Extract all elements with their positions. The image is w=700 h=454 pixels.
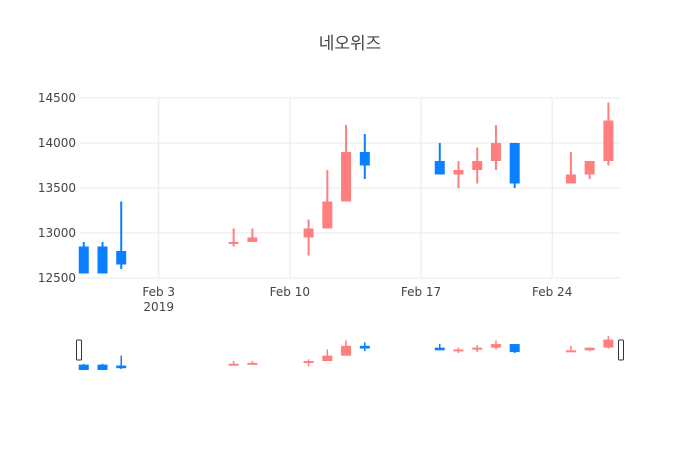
slider-candle-body [303, 361, 314, 364]
candle [472, 147, 483, 184]
slider-candle [322, 349, 333, 362]
y-tick-label: 14500 [38, 91, 76, 105]
candle-body [509, 143, 520, 184]
candle-body [359, 152, 370, 166]
slider-candle [78, 363, 89, 370]
slider-candle [472, 344, 483, 353]
candle-body [584, 161, 595, 175]
candle-body [303, 228, 314, 238]
slider-candle-body [565, 350, 576, 353]
candle-body [490, 143, 501, 161]
slider-candle-body [472, 347, 483, 350]
candle-body [116, 251, 127, 265]
candle [228, 228, 239, 247]
range-slider-right-handle[interactable] [618, 339, 624, 361]
x-tick-label: Feb 24 [532, 285, 572, 299]
y-tick-label: 12500 [38, 271, 76, 285]
candle [565, 152, 576, 184]
candle-body [228, 242, 239, 244]
slider-candle [434, 344, 445, 351]
slider-candle [116, 355, 127, 370]
slider-candle [303, 359, 314, 367]
candle [247, 228, 258, 242]
candle [78, 242, 89, 274]
candle-body [247, 237, 258, 242]
range-slider-left-handle[interactable] [76, 339, 82, 361]
slider-candle [97, 363, 108, 370]
y-tick-label: 13000 [38, 226, 76, 240]
chart-title: 네오위즈 [319, 34, 382, 54]
x-tick-year-label: 2019 [143, 300, 174, 314]
candle [453, 161, 464, 188]
slider-candle-body [116, 365, 127, 369]
candle [341, 125, 352, 202]
candle [359, 134, 370, 179]
slider-candle [603, 336, 614, 349]
slider-candle-body [78, 364, 89, 370]
slider-candle [565, 345, 576, 353]
candle-body [453, 170, 464, 175]
x-tick-label: Feb 3 [142, 285, 175, 299]
range-slider[interactable] [76, 336, 624, 370]
x-tick-label: Feb 17 [401, 285, 441, 299]
candle [322, 170, 333, 229]
y-tick-label: 14000 [38, 136, 76, 150]
slider-candle [228, 361, 239, 366]
candle-body [434, 161, 445, 175]
slider-candle [509, 344, 520, 353]
slider-candle [247, 361, 258, 365]
y-tick-label: 13500 [38, 181, 76, 195]
slider-candle-body [341, 345, 352, 356]
candle-body [341, 152, 352, 202]
candle-body [97, 246, 108, 274]
slider-candle-body [490, 344, 501, 348]
candle [116, 201, 127, 269]
candle [97, 242, 108, 274]
slider-candle [584, 347, 595, 352]
candle [603, 102, 614, 166]
slider-candle-body [228, 363, 239, 366]
slider-candle-body [453, 349, 464, 352]
candles [78, 102, 614, 274]
slider-candle [359, 342, 370, 352]
candle-body [472, 161, 483, 170]
candle-body [603, 120, 614, 161]
slider-candle-body [247, 362, 258, 365]
candle [303, 219, 314, 256]
slider-candle-body [584, 347, 595, 351]
slider-candle [453, 347, 464, 353]
slider-candle-body [603, 339, 614, 348]
slider-candle [490, 340, 501, 350]
candle [584, 161, 595, 179]
slider-candle-body [509, 344, 520, 353]
slider-candle [341, 340, 352, 356]
candle [509, 143, 520, 188]
slider-candle-body [359, 345, 370, 349]
slider-candle-body [97, 364, 108, 370]
candle-body [322, 201, 333, 229]
candle-body [78, 246, 89, 274]
slider-candle-body [434, 347, 445, 351]
candle [490, 125, 501, 170]
candle-body [565, 174, 576, 184]
candle [434, 143, 445, 175]
slider-candle-body [322, 355, 333, 362]
x-tick-label: Feb 10 [270, 285, 310, 299]
